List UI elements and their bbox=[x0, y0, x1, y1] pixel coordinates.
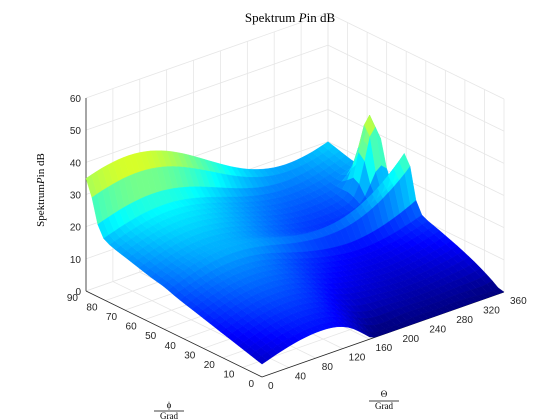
x-tick-label: 160 bbox=[376, 343, 393, 354]
x-tick-label: 80 bbox=[322, 362, 334, 373]
wall-grid-line bbox=[85, 12, 329, 99]
chart-title-suffix: in dB bbox=[307, 10, 336, 25]
y-tick-label: 80 bbox=[86, 303, 98, 314]
z-axis-label: SpektrumPin dB bbox=[35, 153, 47, 227]
surface-plot bbox=[85, 114, 505, 365]
z-tick-label: 20 bbox=[70, 223, 82, 234]
y-tick-label: 10 bbox=[223, 369, 235, 380]
z-axis-label-suffix: in dB bbox=[35, 153, 47, 177]
x-tick-label: 320 bbox=[483, 305, 500, 316]
y-tick-label: 0 bbox=[248, 379, 254, 390]
y-axis-label-denominator: Grad bbox=[160, 411, 178, 420]
y-axis-label: ϕ Grad bbox=[154, 400, 184, 420]
x-tick-label: 240 bbox=[429, 324, 446, 335]
x-axis-label-denominator: Grad bbox=[375, 401, 393, 411]
chart-title-prefix: Spektrum bbox=[245, 10, 299, 25]
x-tick-label: 0 bbox=[268, 381, 274, 392]
y-tick-label: 90 bbox=[67, 293, 79, 304]
axis-line bbox=[85, 290, 263, 378]
z-axis-label-prefix: Spektrum bbox=[35, 184, 47, 227]
y-tick-label: 50 bbox=[145, 331, 157, 342]
wall-grid-line bbox=[327, 44, 505, 132]
y-tick-label: 70 bbox=[106, 312, 118, 323]
y-axis-label-numerator: ϕ bbox=[167, 400, 172, 410]
x-tick-label: 200 bbox=[402, 334, 419, 345]
wall-grid-line bbox=[327, 12, 505, 100]
z-tick-label: 30 bbox=[70, 191, 82, 202]
chart-title-symbol: P bbox=[298, 10, 307, 25]
y-tick-label: 40 bbox=[165, 341, 177, 352]
y-tick-label: 20 bbox=[204, 360, 216, 371]
z-tick-label: 0 bbox=[75, 287, 81, 298]
x-axis-label: Θ Grad bbox=[369, 389, 399, 411]
z-axis-label-symbol: P bbox=[35, 177, 47, 185]
z-tick-label: 60 bbox=[70, 94, 82, 105]
x-tick-label: 40 bbox=[295, 372, 307, 383]
wall-grid-line bbox=[327, 109, 505, 196]
wall-grid-line bbox=[85, 44, 329, 131]
z-tick-label: 40 bbox=[70, 158, 82, 169]
surface-patch bbox=[492, 287, 505, 295]
y-tick-label: 60 bbox=[126, 322, 138, 333]
x-tick-label: 280 bbox=[456, 315, 473, 326]
wall-grid-line bbox=[327, 76, 505, 164]
tick-labels: 0408012016020024028032036001020304050607… bbox=[67, 94, 527, 392]
z-tick-label: 10 bbox=[70, 255, 82, 266]
chart-title: Spektrum Pin dB bbox=[245, 10, 336, 25]
wall-grid-line bbox=[85, 76, 329, 163]
x-tick-label: 360 bbox=[510, 296, 527, 307]
x-tick-label: 120 bbox=[349, 353, 366, 364]
z-tick-label: 50 bbox=[70, 126, 82, 137]
y-tick-label: 30 bbox=[184, 350, 196, 361]
x-axis-label-numerator: Θ bbox=[381, 389, 388, 399]
